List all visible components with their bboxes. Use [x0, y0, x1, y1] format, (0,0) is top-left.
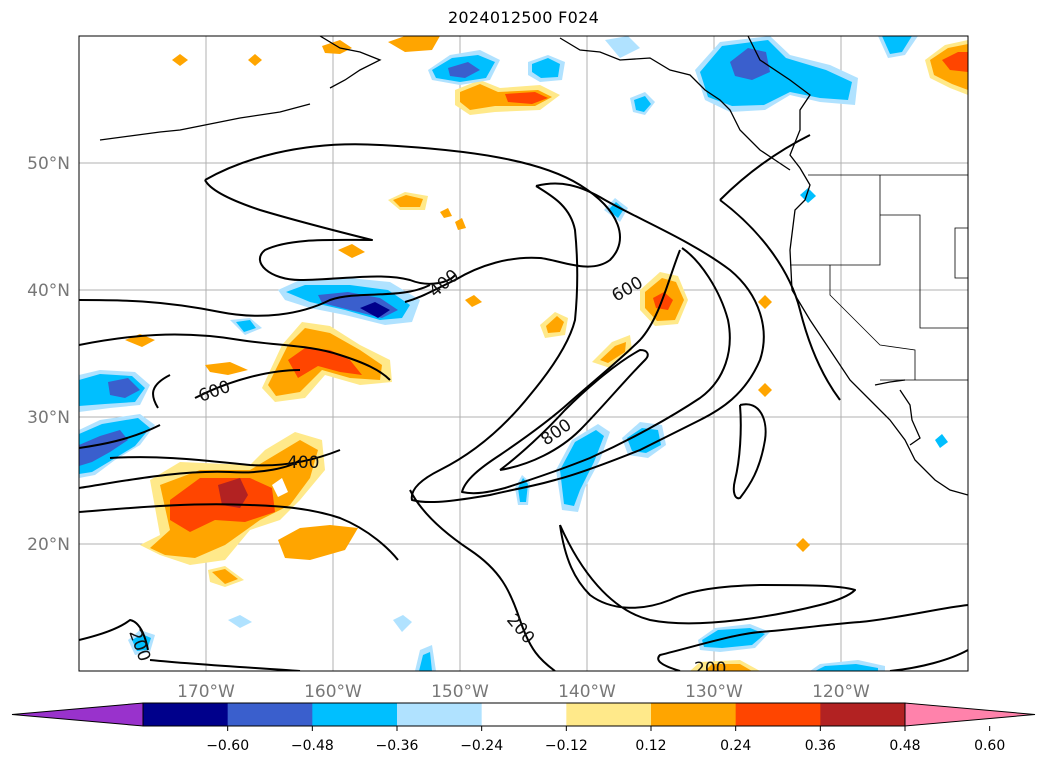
negative-anomaly-patch [228, 615, 252, 628]
negative-anomaly-patch [79, 430, 128, 466]
negative-anomaly-patch [132, 634, 151, 651]
colorbar-tick-label: −0.24 [460, 738, 503, 754]
colorbar-segment [481, 703, 567, 726]
negative-anomaly-patch [815, 664, 878, 671]
positive-anomaly-patch [338, 244, 365, 258]
negative-anomaly-patch [560, 430, 604, 506]
colorbar-segment [312, 703, 398, 726]
lon-label: 120°W [812, 682, 870, 702]
negative-anomaly-patch [634, 96, 651, 112]
colorbar-tick-label: −0.12 [545, 738, 588, 754]
positive-anomaly-patch [322, 40, 352, 54]
positive-anomaly-patch [440, 208, 452, 218]
colorbar: −0.60 −0.48 −0.36 −0.24 −0.12 0.12 0.24 0.36 0.4… [11, 702, 1036, 754]
colorbar-segment [820, 703, 906, 726]
positive-anomaly-patch [796, 538, 810, 552]
positive-anomaly-patch [465, 295, 482, 307]
lat-label: 20°N [27, 535, 70, 555]
negative-anomaly-patch [730, 48, 770, 80]
negative-anomaly-patch [236, 320, 256, 332]
negative-anomaly-patch [605, 36, 640, 58]
negative-anomaly-patch [108, 378, 140, 398]
coastlines [99, 36, 968, 496]
colorbar-extend-min [11, 702, 144, 727]
colorbar-tick-label: −0.48 [291, 738, 334, 754]
colorbar-extend-max [904, 702, 1036, 727]
colorbar-tick-label: 0.48 [889, 738, 920, 754]
negative-anomaly-patch [800, 188, 816, 203]
lon-label: 150°W [431, 682, 489, 702]
positive-anomaly-patch [278, 525, 358, 560]
contour-label: 400 [287, 453, 319, 473]
colorbar-segment [143, 703, 229, 726]
latitude-labels: 50°N 40°N 30°N 20°N [27, 154, 70, 555]
negative-anomaly-patch [393, 615, 412, 632]
positive-anomaly-patch [288, 348, 362, 378]
positive-anomaly-patch [393, 195, 423, 207]
positive-anomaly-patch [212, 569, 238, 584]
negative-anomaly-patch [360, 302, 390, 318]
positive-anomaly-patch [218, 478, 248, 508]
lon-label: 140°W [558, 682, 616, 702]
negative-anomaly-patch [608, 202, 624, 218]
positive-anomaly-patch [272, 478, 288, 497]
colorbar-tick-label: 0.12 [635, 738, 666, 754]
colorbar-tick-label: −0.36 [376, 738, 419, 754]
positive-anomaly-patch [600, 342, 626, 363]
colorbar-segment [227, 703, 313, 726]
colorbar-tick-label: 0.24 [720, 738, 751, 754]
colorbar-segment [397, 703, 483, 726]
negative-anomaly-patch [935, 434, 948, 448]
map-frame [78, 35, 969, 672]
negative-anomaly-patch [419, 652, 432, 671]
positive-anomaly-patch [942, 52, 968, 72]
lat-label: 30°N [27, 408, 70, 428]
colorbar-segment [735, 703, 821, 726]
negative-anomaly-patch [448, 62, 480, 78]
positive-anomaly-patch [705, 664, 752, 671]
positive-anomaly-patch [248, 54, 262, 66]
negative-anomaly-patch [882, 36, 912, 54]
colorbar-frame [142, 702, 906, 727]
positive-anomaly-patch [758, 383, 772, 397]
negative-anomaly-patch [627, 428, 661, 453]
longitude-labels: 170°W 160°W 150°W 140°W 130°W 120°W [177, 682, 870, 702]
positive-anomaly-patch [205, 362, 248, 375]
lat-label: 50°N [27, 154, 70, 174]
contour-label: 200 [694, 659, 726, 679]
height-contours [79, 134, 968, 671]
colorbar-tick-label: 0.60 [974, 738, 1005, 754]
colorbar-tick-label: 0.36 [805, 738, 836, 754]
colorbar-tick-label: −0.60 [206, 738, 249, 754]
lon-label: 130°W [685, 682, 743, 702]
negative-anomaly-patch [532, 58, 560, 78]
lon-label: 160°W [304, 682, 362, 702]
ocean-background [79, 36, 968, 671]
state-borders [790, 174, 968, 381]
colorbar-segment [566, 703, 652, 726]
map-title: 2024012500 F024 [447, 8, 600, 27]
positive-anomaly-patch [546, 316, 564, 333]
colorbar-segment [651, 703, 737, 726]
positive-anomaly-patch [388, 36, 440, 52]
positive-anomaly-patch [455, 218, 466, 230]
map-area: 400 600 800 600 400 200 200 200 [79, 36, 968, 679]
positive-anomaly-patch [758, 295, 772, 309]
positive-anomaly-patch [172, 54, 188, 66]
positive-anomaly-patch [653, 292, 673, 310]
lon-label: 170°W [177, 682, 235, 702]
positive-anomaly-patch [505, 92, 548, 104]
lat-label: 40°N [27, 281, 70, 301]
